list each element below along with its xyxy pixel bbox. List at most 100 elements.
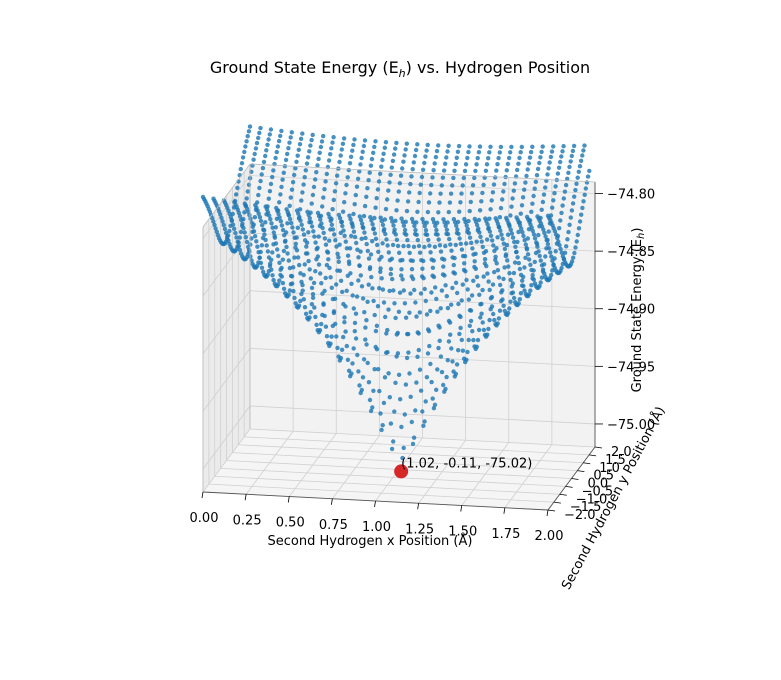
data-point xyxy=(486,225,491,231)
data-point xyxy=(287,216,293,222)
data-point xyxy=(487,216,492,221)
data-point xyxy=(333,238,338,243)
data-point xyxy=(372,215,377,221)
data-point xyxy=(334,334,339,339)
data-point xyxy=(295,255,301,260)
data-point xyxy=(370,286,375,291)
data-point xyxy=(447,236,452,242)
data-point xyxy=(506,155,512,161)
data-point xyxy=(252,234,258,239)
data-point xyxy=(233,230,238,236)
data-point xyxy=(458,325,463,331)
data-point xyxy=(559,210,564,216)
data-point xyxy=(495,235,500,240)
data-point xyxy=(368,163,374,168)
data-point xyxy=(408,181,413,187)
data-point xyxy=(569,153,574,159)
data-point xyxy=(405,237,410,243)
data-point xyxy=(507,271,512,276)
data-point xyxy=(348,374,353,379)
data-point xyxy=(298,271,303,276)
data-point xyxy=(305,251,310,256)
data-point xyxy=(353,311,359,316)
data-point xyxy=(325,249,330,254)
data-point xyxy=(286,146,291,151)
data-point xyxy=(301,272,306,278)
data-point xyxy=(360,375,366,380)
data-point xyxy=(538,155,543,160)
data-point xyxy=(444,227,450,232)
data-point xyxy=(324,334,330,339)
y-tick-mark xyxy=(589,454,597,457)
data-point xyxy=(308,220,314,225)
data-point xyxy=(402,301,408,306)
data-point xyxy=(334,282,339,287)
data-point xyxy=(264,148,269,153)
data-point xyxy=(532,186,537,191)
data-point xyxy=(487,150,492,155)
data-point xyxy=(556,239,561,244)
data-point xyxy=(484,162,490,167)
data-point xyxy=(455,149,461,154)
data-point xyxy=(534,173,540,178)
data-point xyxy=(401,288,406,293)
data-point xyxy=(341,301,346,307)
data-point xyxy=(288,135,293,140)
data-point xyxy=(352,137,357,142)
data-point xyxy=(500,297,505,302)
data-point xyxy=(254,140,260,146)
data-point xyxy=(466,231,472,236)
data-point xyxy=(436,237,441,242)
data-point xyxy=(460,253,466,259)
data-point xyxy=(451,369,456,374)
data-point xyxy=(282,233,287,238)
data-point xyxy=(394,332,399,337)
data-point xyxy=(356,369,361,374)
data-point xyxy=(378,269,383,274)
data-point xyxy=(301,182,306,187)
data-point xyxy=(451,262,456,268)
data-point xyxy=(324,171,329,177)
data-point xyxy=(385,243,390,248)
data-point xyxy=(350,361,355,366)
data-point xyxy=(378,266,383,271)
data-point xyxy=(531,277,536,282)
data-point xyxy=(362,138,368,143)
data-point xyxy=(308,276,313,281)
data-point xyxy=(509,231,515,236)
data-point xyxy=(285,251,290,256)
data-point xyxy=(547,160,552,165)
data-point xyxy=(267,213,272,218)
pane-edge xyxy=(249,163,596,183)
data-point xyxy=(351,142,356,148)
data-point xyxy=(510,196,515,201)
data-point xyxy=(443,283,448,288)
data-point xyxy=(493,175,498,180)
data-point xyxy=(551,198,556,203)
data-point xyxy=(549,254,554,259)
data-point xyxy=(319,139,325,144)
data-point xyxy=(582,192,587,197)
data-point xyxy=(415,142,420,147)
data-point xyxy=(524,247,530,252)
data-point xyxy=(528,262,533,267)
data-point xyxy=(435,232,440,237)
data-point xyxy=(393,146,398,151)
data-point xyxy=(548,250,553,255)
data-point xyxy=(558,246,563,252)
data-point xyxy=(436,323,441,328)
data-point xyxy=(479,311,484,316)
data-point xyxy=(372,367,377,372)
data-point xyxy=(412,287,417,293)
x-tick-mark xyxy=(287,496,290,503)
data-point xyxy=(354,294,360,299)
data-point xyxy=(457,209,462,214)
data-point xyxy=(234,235,239,240)
data-point xyxy=(450,255,455,260)
data-point xyxy=(457,236,462,241)
data-point xyxy=(322,187,327,192)
data-point xyxy=(365,299,370,304)
data-point xyxy=(257,255,262,260)
data-point xyxy=(291,265,296,270)
data-point xyxy=(360,296,366,301)
